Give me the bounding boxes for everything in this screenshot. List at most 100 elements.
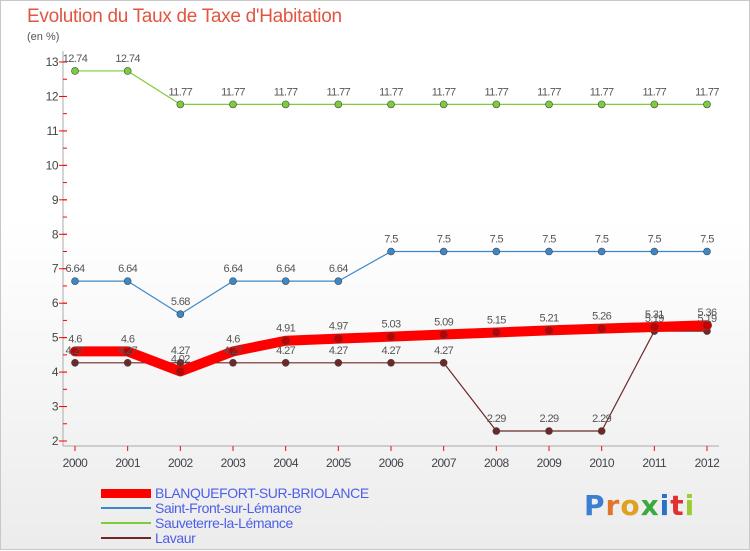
data-point [334,358,343,367]
data-label: 7.5 [437,234,451,246]
data-label: 7.5 [700,234,714,246]
data-point [281,277,290,285]
x-tick-label: 2006 [379,456,405,470]
brand-logo: Proxiti [584,489,695,522]
data-point [650,322,659,332]
data-label: 2.29 [592,413,611,425]
y-tick-label: 2 [52,434,59,448]
series-line-1 [74,250,708,315]
x-tick-label: 2001 [115,456,141,470]
data-label: 4.27 [381,345,400,357]
brand-letter: i [659,489,671,522]
data-label: 6.64 [65,263,84,275]
data-point [123,277,132,285]
legend-swatch [101,488,151,498]
data-label: 4.91 [276,323,295,335]
y-tick-label: 3 [52,400,59,414]
data-point [123,347,132,356]
y-tick-label: 8 [52,227,59,241]
data-point [703,100,711,109]
data-label: 5.68 [171,296,190,308]
data-point [545,427,553,435]
data-label: 6.64 [223,263,242,275]
data-label: 11.77 [379,86,403,98]
legend-swatch [101,537,151,539]
data-point [439,100,448,109]
data-label: 4.6 [68,333,82,345]
data-label: 11.77 [484,86,508,98]
y-tick-label: 10 [46,158,59,172]
data-label: 4.27 [223,345,242,357]
data-point [439,247,448,256]
data-point [597,100,606,109]
data-label: 11.77 [642,86,666,98]
data-label: 6.64 [329,263,348,275]
x-tick-label: 2005 [326,456,352,470]
data-label: 5.36 [697,307,716,319]
data-point [70,347,80,356]
x-tick-label: 2010 [589,456,615,470]
legend-label: BLANQUEFORT-SUR-BRIOLANCE [155,485,369,501]
data-label: 11.77 [537,86,561,98]
legend-label: Saint-Front-sur-Lémance [155,500,302,516]
brand-letter: t [670,489,685,522]
data-point [703,247,711,256]
data-point [334,277,343,285]
legend-swatch [101,522,151,524]
data-label: 11.77 [695,86,719,98]
data-label: 4.27 [118,345,137,357]
x-tick-label: 2004 [273,456,299,470]
brand-letter: i [684,489,696,522]
data-point [71,67,79,75]
data-label: 11.77 [221,86,245,98]
brand-letter: x [640,489,660,522]
brand-letter: r [605,489,621,522]
y-tick-label: 7 [52,262,59,276]
data-point [176,367,185,376]
axes: 2 3 4 5 6 7 8 9 10 11 12 13 2000 2001 2002 2003 2004 2005… [46,51,721,470]
brand-letter: P [584,489,606,522]
data-label: 5.19 [645,313,664,325]
data-label: 4.27 [329,345,348,357]
data-label: 11.77 [326,86,350,98]
chart-title: Evolution du Taux de Taxe d'Habitation [27,6,342,27]
data-label: 5.21 [539,312,558,324]
legend-label: Sauveterre-la-Lémance [155,515,293,531]
data-point [492,328,501,337]
x-tick-label: 2008 [484,456,510,470]
data-label: 11.77 [432,86,456,98]
x-tick-label: 2009 [537,456,563,470]
data-point [386,332,396,341]
data-point [650,100,659,109]
data-point [281,358,290,367]
x-tick-label: 2012 [695,456,721,470]
data-label: 5.19 [697,313,716,325]
legend-label: Lavaur [155,530,196,546]
data-label: 6.64 [118,263,137,275]
y-tick-label: 13 [46,55,59,69]
data-label: 4.27 [171,345,190,357]
data-point [123,67,132,75]
data-point [544,326,554,335]
data-point [545,247,553,256]
data-point [387,358,395,367]
data-label: 4.27 [434,345,453,357]
data-label: 7.5 [384,234,398,246]
data-point [176,310,185,319]
data-label: 4.6 [121,333,135,345]
data-point [650,247,659,256]
data-point [492,100,501,109]
y-tick-label: 6 [52,296,59,310]
data-label: 4.27 [276,345,295,357]
brand-letter: o [620,489,641,522]
y-tick-label: 12 [46,89,59,103]
data-point [176,100,185,109]
data-label: 2.29 [487,413,506,425]
data-label: 5.09 [434,317,453,329]
data-label: 11.77 [590,86,614,98]
data-label: 5.26 [592,311,611,323]
y-tick-label: 9 [52,193,59,207]
data-point [439,358,448,367]
